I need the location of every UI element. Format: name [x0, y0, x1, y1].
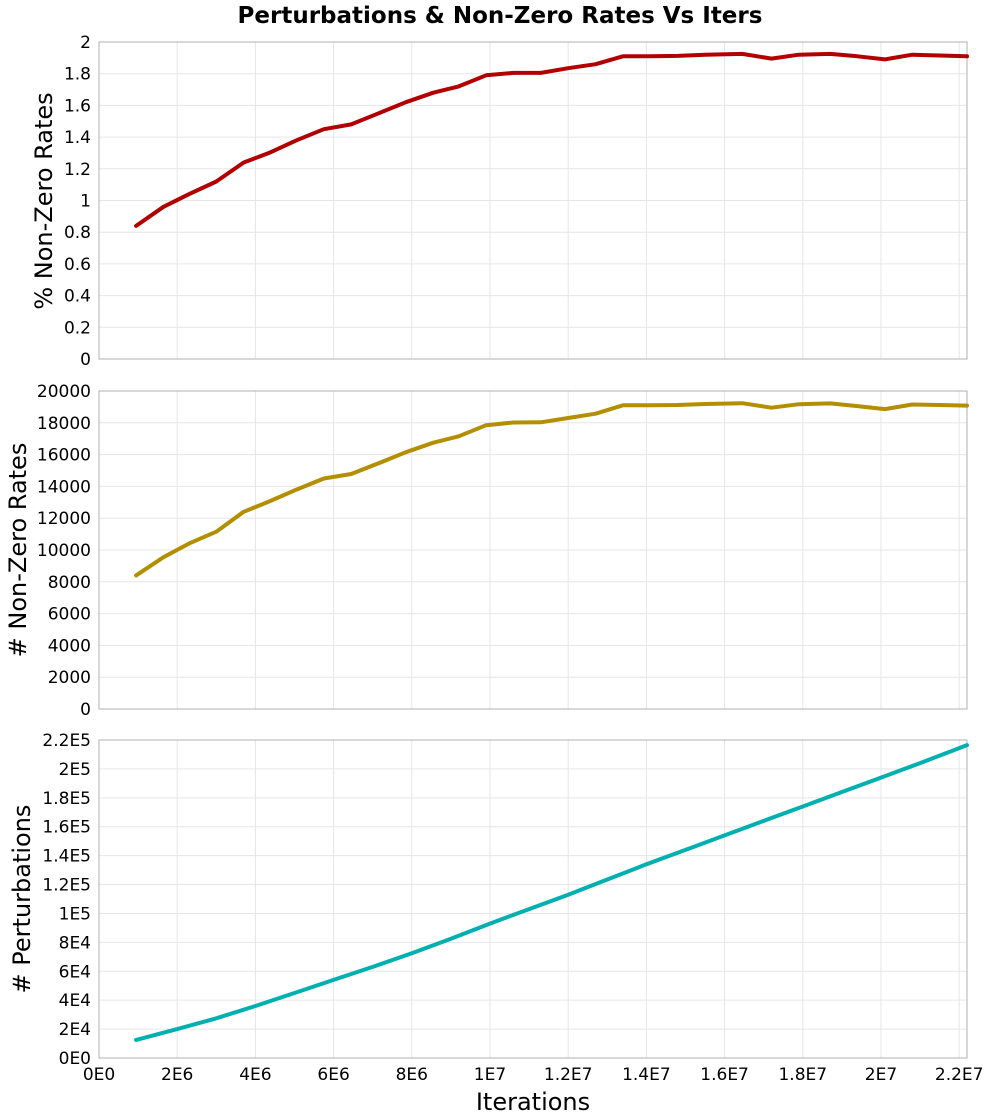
y-tick-label: 20000 [37, 382, 91, 402]
y-tick-label: 1 [80, 192, 91, 212]
y-tick-label: 8E4 [59, 933, 91, 953]
ylabel-num-nonzero: # Non-Zero Rates [4, 443, 32, 658]
y-tick-label: 1.4 [64, 128, 91, 148]
y-tick-label: 1.2E5 [42, 876, 91, 896]
ylabel-perturbations: # Perturbations [8, 805, 36, 994]
chart-title: Perturbations & Non-Zero Rates Vs Iters [238, 3, 763, 29]
y-tick-label: 1.8E5 [42, 789, 91, 809]
y-ticks-num-nonzero: 0 2000 4000 6000 8000 10000 12000 14000 16000 180… [37, 382, 91, 720]
y-tick-label: 1.2 [64, 160, 91, 180]
series-perturbations [134, 743, 969, 1042]
y-tick-label: 1.6 [64, 96, 91, 116]
y-tick-label: 0.6 [64, 255, 91, 275]
grid-pct-nonzero [98, 41, 967, 360]
series-line-perturbations [134, 743, 969, 1042]
y-tick-label: 1.8 [64, 65, 91, 85]
grid-perturbations [98, 739, 967, 1059]
y-tick-label: 0.8 [64, 223, 91, 243]
x-tick-label: 1.2E7 [544, 1065, 593, 1085]
y-ticks-perturbations: 0E0 2E4 4E4 6E4 8E4 1E5 1.2E5 1.4E5 1.6E5 1.8E5 2E… [42, 731, 91, 1069]
series-line-pct-nonzero [134, 51, 969, 228]
y-tick-label: 0E0 [59, 1049, 91, 1069]
x-tick-label: 8E6 [396, 1065, 428, 1085]
ylabel-pct-nonzero: % Non-Zero Rates [30, 92, 58, 309]
x-tick-label: 6E6 [317, 1065, 349, 1085]
y-tick-label: 8000 [48, 573, 91, 593]
x-tick-label: 1E7 [474, 1065, 506, 1085]
series-num-nonzero [134, 401, 969, 578]
y-tick-label: 2.2E5 [42, 731, 91, 751]
grid-num-nonzero [98, 390, 967, 710]
panel-perturbations: 0E0 2E4 4E4 6E4 8E4 1E5 1.2E5 1.4E5 1.6E5 1.8E5 2E… [8, 731, 983, 1116]
panel-pct-nonzero: 0 0.2 0.4 0.6 0.8 1 1.2 1.4 1.6 1.8 2 % Non-Zero R… [30, 33, 969, 370]
x-tick-label: 2E6 [161, 1065, 193, 1085]
y-tick-label: 6E4 [59, 962, 91, 982]
x-tick-label: 2E7 [865, 1065, 897, 1085]
y-tick-label: 0 [80, 700, 91, 720]
x-tick-label: 0E0 [83, 1065, 115, 1085]
y-tick-label: 2E4 [59, 1020, 91, 1040]
y-tick-label: 1.6E5 [42, 818, 91, 838]
x-ticks-perturbations: 0E0 2E6 4E6 6E6 8E6 1E7 1.2E7 1.4E7 1.6E7 1.8E7 2E… [83, 1065, 984, 1085]
y-tick-label: 2000 [48, 668, 91, 688]
y-tick-label: 16000 [37, 446, 91, 466]
y-ticks-pct-nonzero: 0 0.2 0.4 0.6 0.8 1 1.2 1.4 1.6 1.8 2 [64, 33, 91, 370]
y-tick-label: 0.2 [64, 318, 91, 338]
series-pct-nonzero [134, 51, 969, 228]
panel-num-nonzero: 0 2000 4000 6000 8000 10000 12000 14000 16000 180… [4, 382, 969, 720]
x-tick-label: 1.4E7 [622, 1065, 671, 1085]
x-tick-label: 1.6E7 [700, 1065, 749, 1085]
y-tick-label: 0.4 [64, 287, 91, 307]
y-tick-label: 2E5 [59, 760, 91, 780]
y-tick-label: 6000 [48, 605, 91, 625]
y-tick-label: 18000 [37, 414, 91, 434]
y-tick-label: 4E4 [59, 991, 91, 1011]
y-tick-label: 12000 [37, 509, 91, 529]
y-tick-label: 1.4E5 [42, 847, 91, 867]
series-line-num-nonzero [134, 401, 969, 578]
y-tick-label: 2 [80, 33, 91, 53]
y-tick-label: 14000 [37, 477, 91, 497]
y-tick-label: 0 [80, 350, 91, 370]
y-tick-label: 1E5 [59, 904, 91, 924]
y-tick-label: 10000 [37, 541, 91, 561]
x-tick-label: 4E6 [239, 1065, 271, 1085]
x-tick-label: 1.8E7 [778, 1065, 827, 1085]
xlabel-iterations: Iterations [476, 1088, 590, 1116]
y-tick-label: 4000 [48, 636, 91, 656]
x-tick-label: 2.2E7 [935, 1065, 984, 1085]
